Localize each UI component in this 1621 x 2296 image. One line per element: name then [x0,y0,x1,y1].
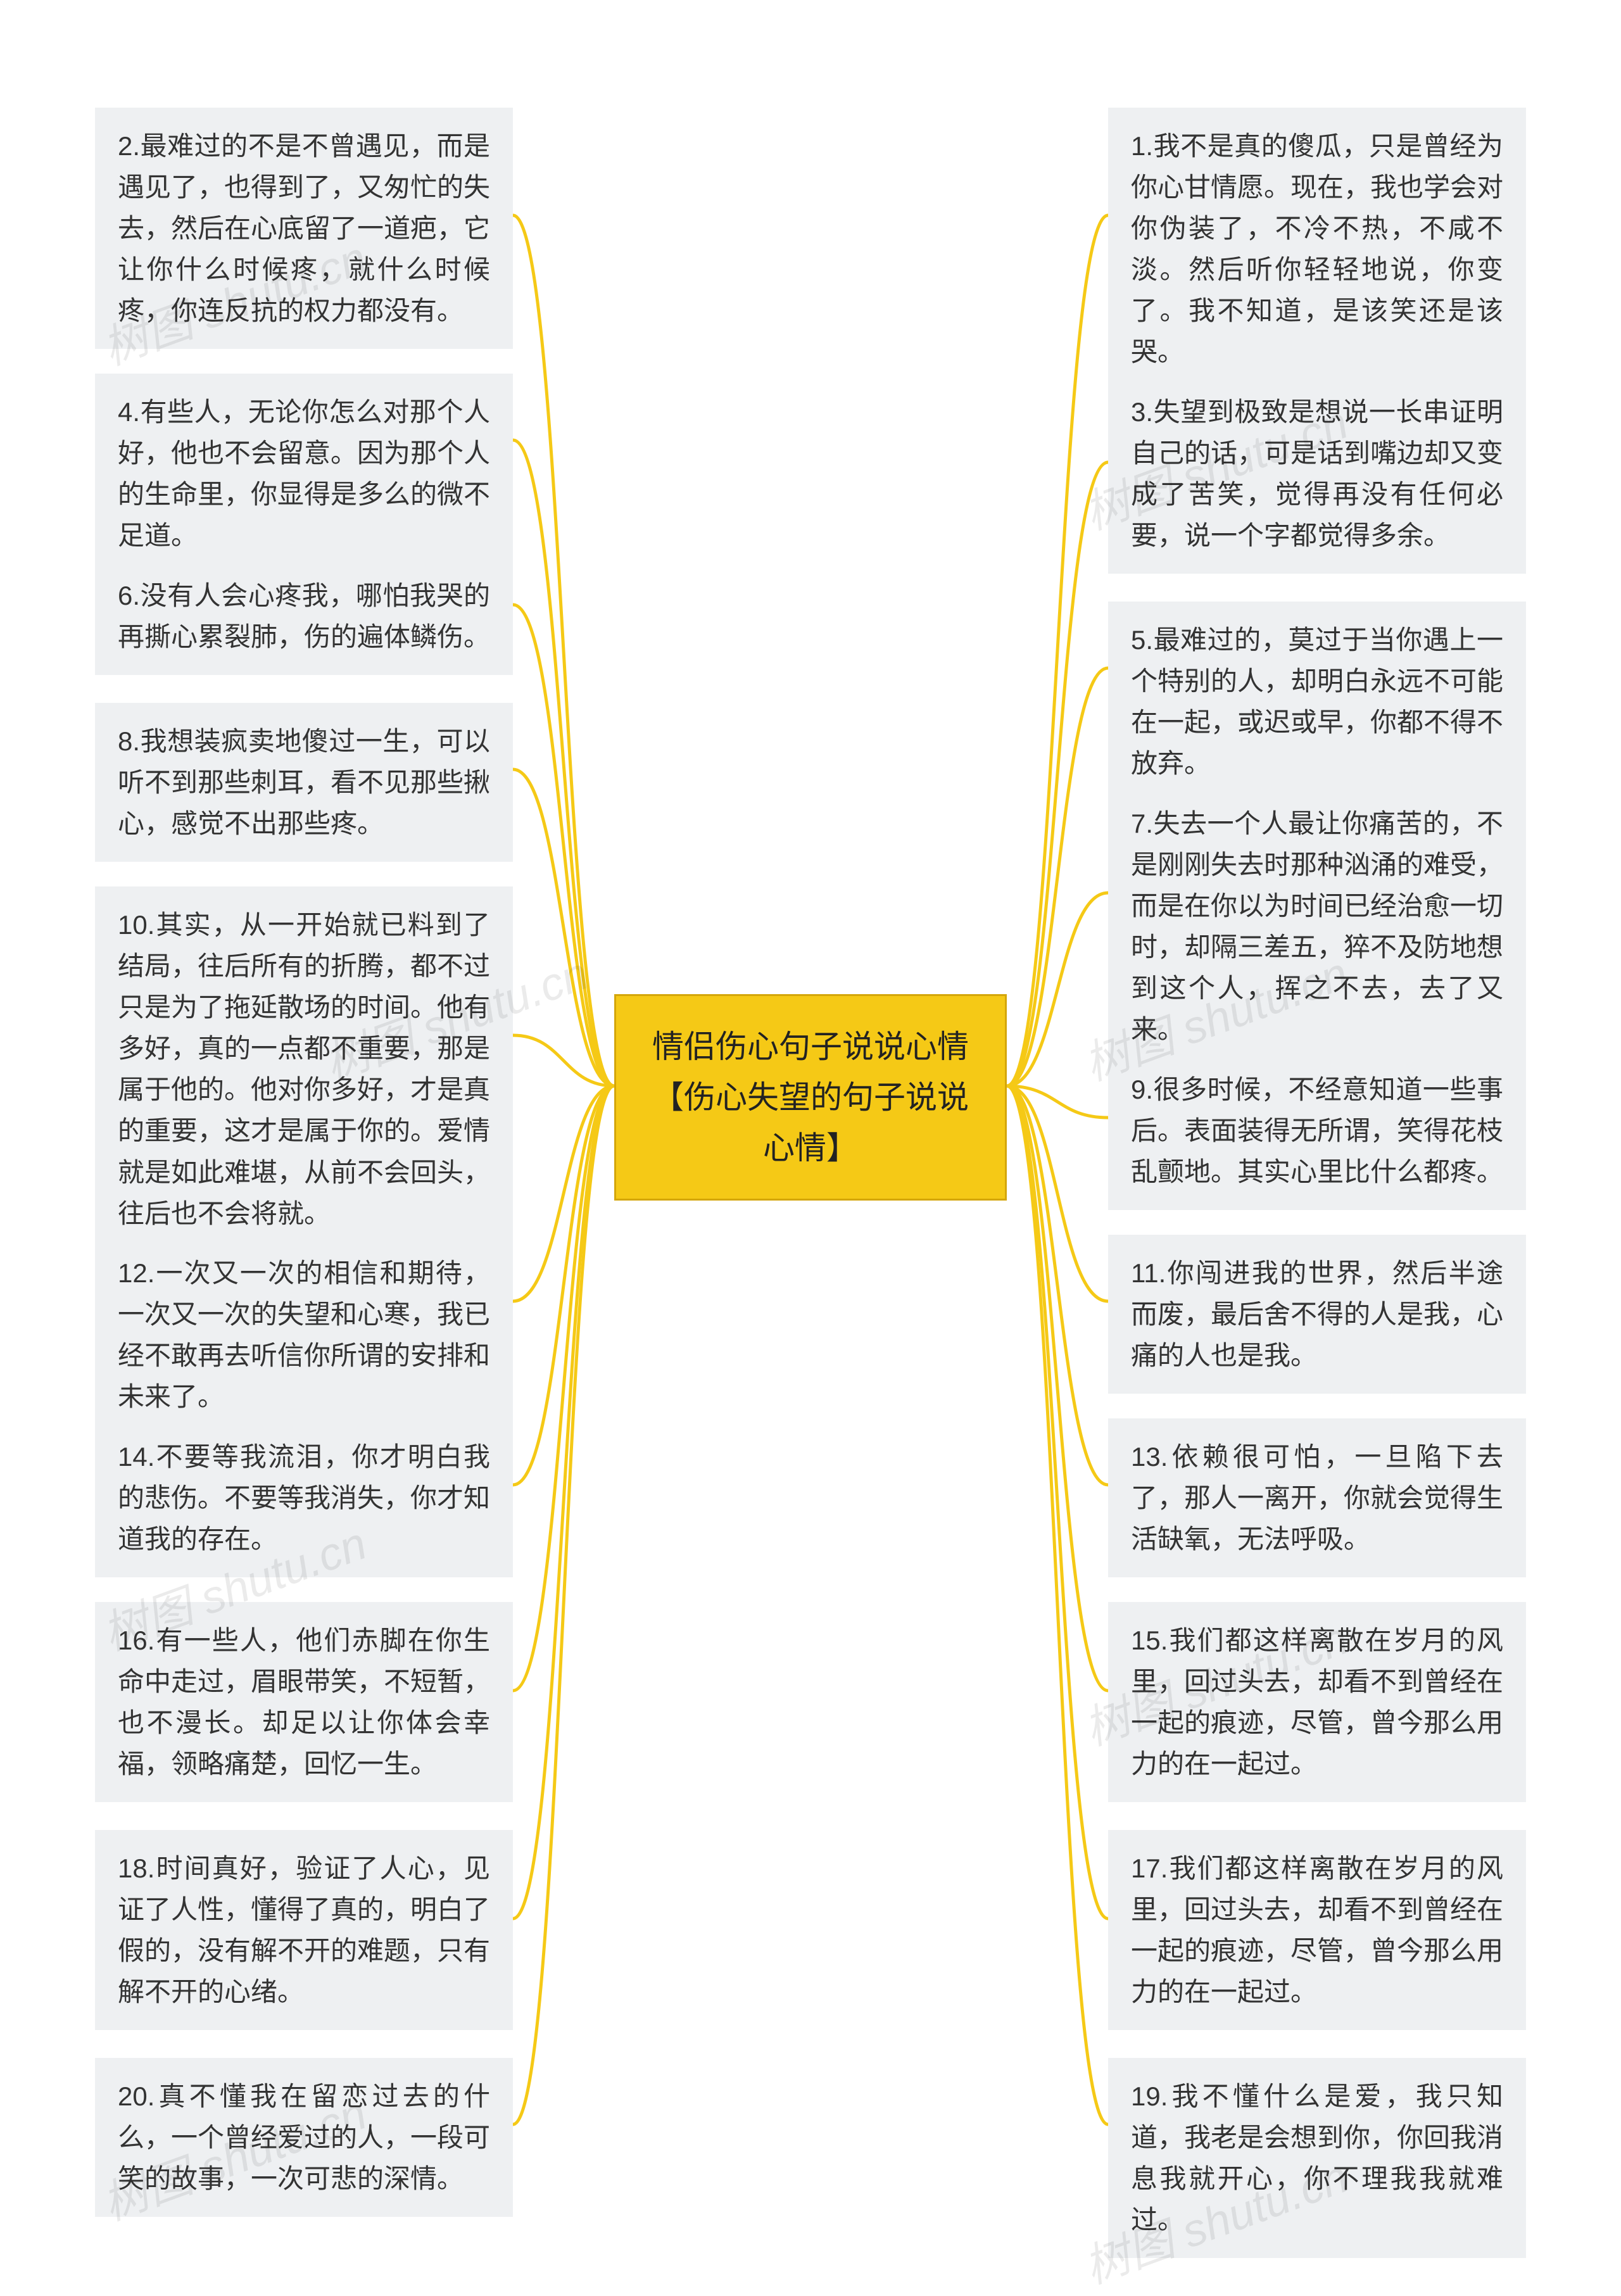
leaf-text: 12.一次又一次的相信和期待，一次又一次的失望和心寒，我已经不敢再去听信你所谓的… [118,1258,490,1411]
leaf-text: 4.有些人，无论你怎么对那个人好，他也不会留意。因为那个人的生命里，你显得是多么… [118,397,490,550]
leaf-node: 17.我们都这样离散在岁月的风里，回过头去，却看不到曾经在一起的痕迹，尽管，曾今… [1108,1830,1526,2030]
leaf-node: 15.我们都这样离散在岁月的风里，回过头去，却看不到曾经在一起的痕迹，尽管，曾今… [1108,1602,1526,1802]
leaf-text: 6.没有人会心疼我，哪怕我哭的再撕心累裂肺，伤的遍体鳞伤。 [118,581,490,652]
leaf-node: 19.我不懂什么是爱，我只知道，我老是会想到你，你回我消息我就开心，你不理我我就… [1108,2058,1526,2258]
leaf-text: 9.很多时候，不经意知道一些事后。表面装得无所谓，笑得花枝乱颤地。其实心里比什么… [1131,1075,1503,1187]
leaf-text: 17.我们都这样离散在岁月的风里，回过头去，却看不到曾经在一起的痕迹，尽管，曾今… [1131,1853,1503,2007]
leaf-text: 5.最难过的，莫过于当你遇上一个特别的人，却明白永远不可能在一起，或迟或早，你都… [1131,625,1503,778]
leaf-node: 2.最难过的不是不曾遇见，而是遇见了，也得到了，又匆忙的失去，然后在心底留了一道… [95,108,513,349]
leaf-node: 14.不要等我流泪，你才明白我的悲伤。不要等我消失，你才知道我的存在。 [95,1418,513,1577]
leaf-node: 10.其实，从一开始就已料到了结局，往后所有的折腾，都不过只是为了拖延散场的时间… [95,886,513,1252]
mindmap-canvas: 情侣伤心句子说说心情【伤心失望的句子说说心情】 2.最难过的不是不曾遇见，而是遇… [0,0,1621,2223]
leaf-node: 5.最难过的，莫过于当你遇上一个特别的人，却明白永远不可能在一起，或迟或早，你都… [1108,602,1526,802]
leaf-text: 13.依赖很可怕，一旦陷下去了，那人一离开，你就会觉得生活缺氧，无法呼吸。 [1131,1442,1503,1554]
leaf-node: 16.有一些人，他们赤脚在你生命中走过，眉眼带笑，不短暂，也不漫长。却足以让你体… [95,1602,513,1802]
leaf-node: 9.很多时候，不经意知道一些事后。表面装得无所谓，笑得花枝乱颤地。其实心里比什么… [1108,1051,1526,1210]
leaf-text: 2.最难过的不是不曾遇见，而是遇见了，也得到了，又匆忙的失去，然后在心底留了一道… [118,131,490,325]
leaf-node: 4.有些人，无论你怎么对那个人好，他也不会留意。因为那个人的生命里，你显得是多么… [95,374,513,574]
leaf-node: 7.失去一个人最让你痛苦的，不是刚刚失去时那种汹涌的难受，而是在你以为时间已经治… [1108,785,1526,1068]
leaf-node: 8.我想装疯卖地傻过一生，可以听不到那些刺耳，看不见那些揪心，感觉不出那些疼。 [95,703,513,862]
leaf-node: 13.依赖很可怕，一旦陷下去了，那人一离开，你就会觉得生活缺氧，无法呼吸。 [1108,1418,1526,1577]
leaf-text: 15.我们都这样离散在岁月的风里，回过头去，却看不到曾经在一起的痕迹，尽管，曾今… [1131,1625,1503,1779]
leaf-text: 3.失望到极致是想说一长串证明自己的话，可是话到嘴边却又变成了苦笑，觉得再没有任… [1131,397,1503,550]
leaf-node: 6.没有人会心疼我，哪怕我哭的再撕心累裂肺，伤的遍体鳞伤。 [95,557,513,675]
leaf-text: 16.有一些人，他们赤脚在你生命中走过，眉眼带笑，不短暂，也不漫长。却足以让你体… [118,1625,490,1779]
leaf-node: 18.时间真好，验证了人心，见证了人性，懂得了真的，明白了假的，没有解不开的难题… [95,1830,513,2030]
leaf-node: 12.一次又一次的相信和期待，一次又一次的失望和心寒，我已经不敢再去听信你所谓的… [95,1235,513,1435]
leaf-text: 18.时间真好，验证了人心，见证了人性，懂得了真的，明白了假的，没有解不开的难题… [118,1853,490,2007]
center-text: 情侣伤心句子说说心情【伤心失望的句子说说心情】 [652,1029,969,1166]
leaf-text: 7.失去一个人最让你痛苦的，不是刚刚失去时那种汹涌的难受，而是在你以为时间已经治… [1131,809,1503,1044]
leaf-node: 3.失望到极致是想说一长串证明自己的话，可是话到嘴边却又变成了苦笑，觉得再没有任… [1108,374,1526,574]
leaf-text: 19.我不懂什么是爱，我只知道，我老是会想到你，你回我消息我就开心，你不理我我就… [1131,2081,1503,2235]
leaf-text: 11.你闯进我的世界，然后半途而废，最后舍不得的人是我，心痛的人也是我。 [1131,1258,1503,1370]
leaf-text: 10.其实，从一开始就已料到了结局，往后所有的折腾，都不过只是为了拖延散场的时间… [118,910,490,1228]
leaf-text: 8.我想装疯卖地傻过一生，可以听不到那些刺耳，看不见那些揪心，感觉不出那些疼。 [118,726,490,838]
leaf-text: 20.真不懂我在留恋过去的什么，一个曾经爱过的人，一段可笑的故事，一次可悲的深情… [118,2081,490,2193]
leaf-node: 11.你闯进我的世界，然后半途而废，最后舍不得的人是我，心痛的人也是我。 [1108,1235,1526,1394]
leaf-text: 14.不要等我流泪，你才明白我的悲伤。不要等我消失，你才知道我的存在。 [118,1442,490,1554]
center-node: 情侣伤心句子说说心情【伤心失望的句子说说心情】 [614,994,1007,1201]
leaf-node: 20.真不懂我在留恋过去的什么，一个曾经爱过的人，一段可笑的故事，一次可悲的深情… [95,2058,513,2217]
leaf-text: 1.我不是真的傻瓜，只是曾经为你心甘情愿。现在，我也学会对你伪装了，不冷不热，不… [1131,131,1503,367]
leaf-node: 1.我不是真的傻瓜，只是曾经为你心甘情愿。现在，我也学会对你伪装了，不冷不热，不… [1108,108,1526,391]
